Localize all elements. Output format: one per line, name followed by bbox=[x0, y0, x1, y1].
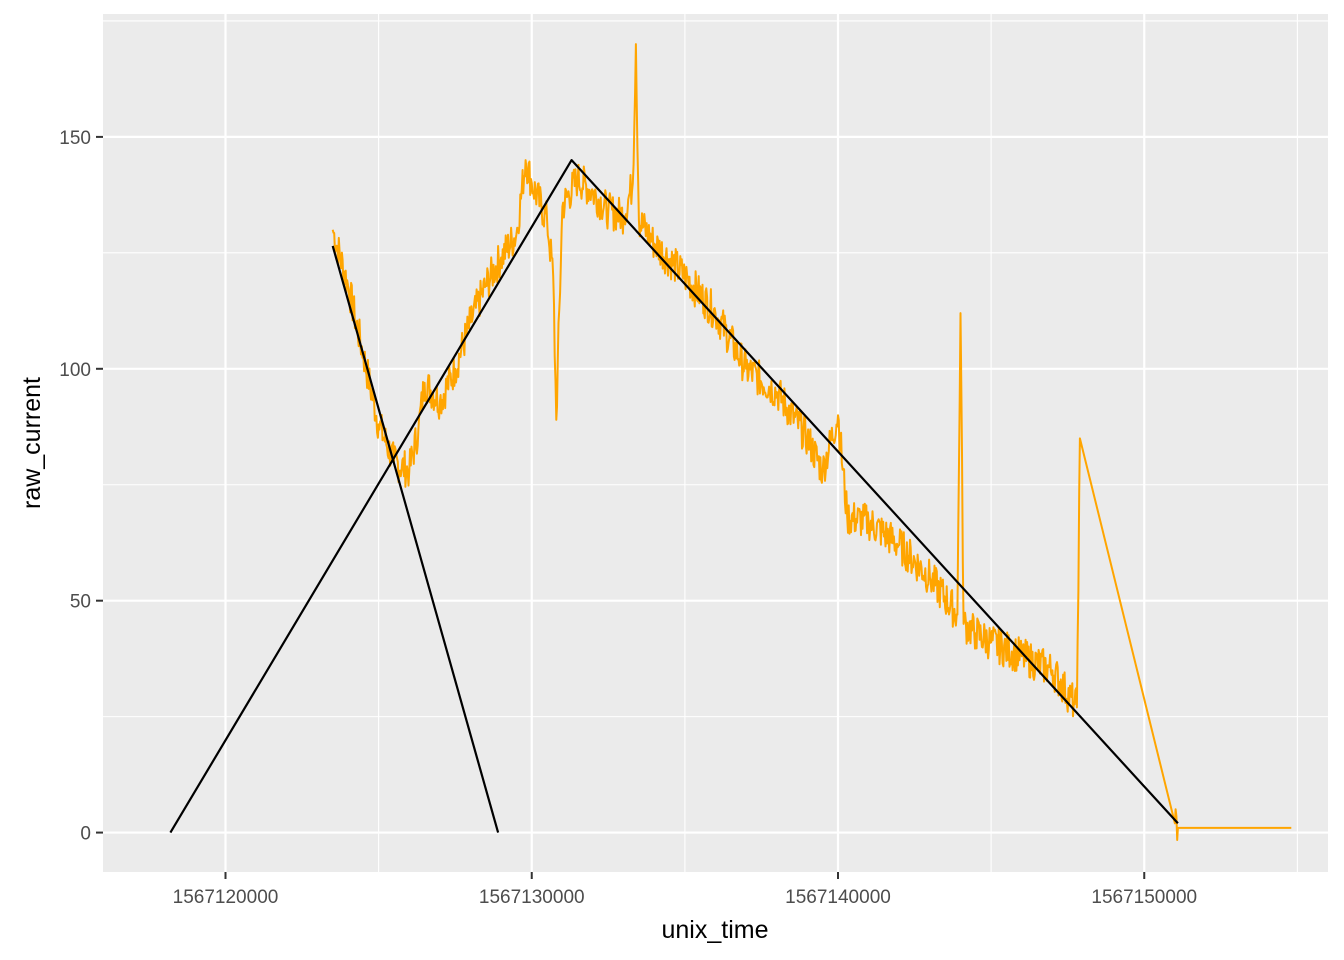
x-tick-label: 1567140000 bbox=[785, 887, 891, 908]
x-axis: 1567120000 1567130000 1567140000 1567150000 bbox=[173, 872, 1197, 908]
y-tick-label: 150 bbox=[59, 128, 91, 149]
x-tick-label: 1567120000 bbox=[173, 887, 279, 908]
y-tick-label: 50 bbox=[70, 592, 91, 613]
y-axis-title: raw_current bbox=[18, 377, 46, 509]
y-axis: 0 50 100 150 bbox=[59, 128, 103, 845]
x-tick-label: 1567130000 bbox=[479, 887, 585, 908]
y-tick-label: 100 bbox=[59, 360, 91, 381]
y-tick-label: 0 bbox=[80, 824, 91, 845]
x-tick-label: 1567150000 bbox=[1091, 887, 1197, 908]
x-axis-title: unix_time bbox=[662, 916, 769, 944]
